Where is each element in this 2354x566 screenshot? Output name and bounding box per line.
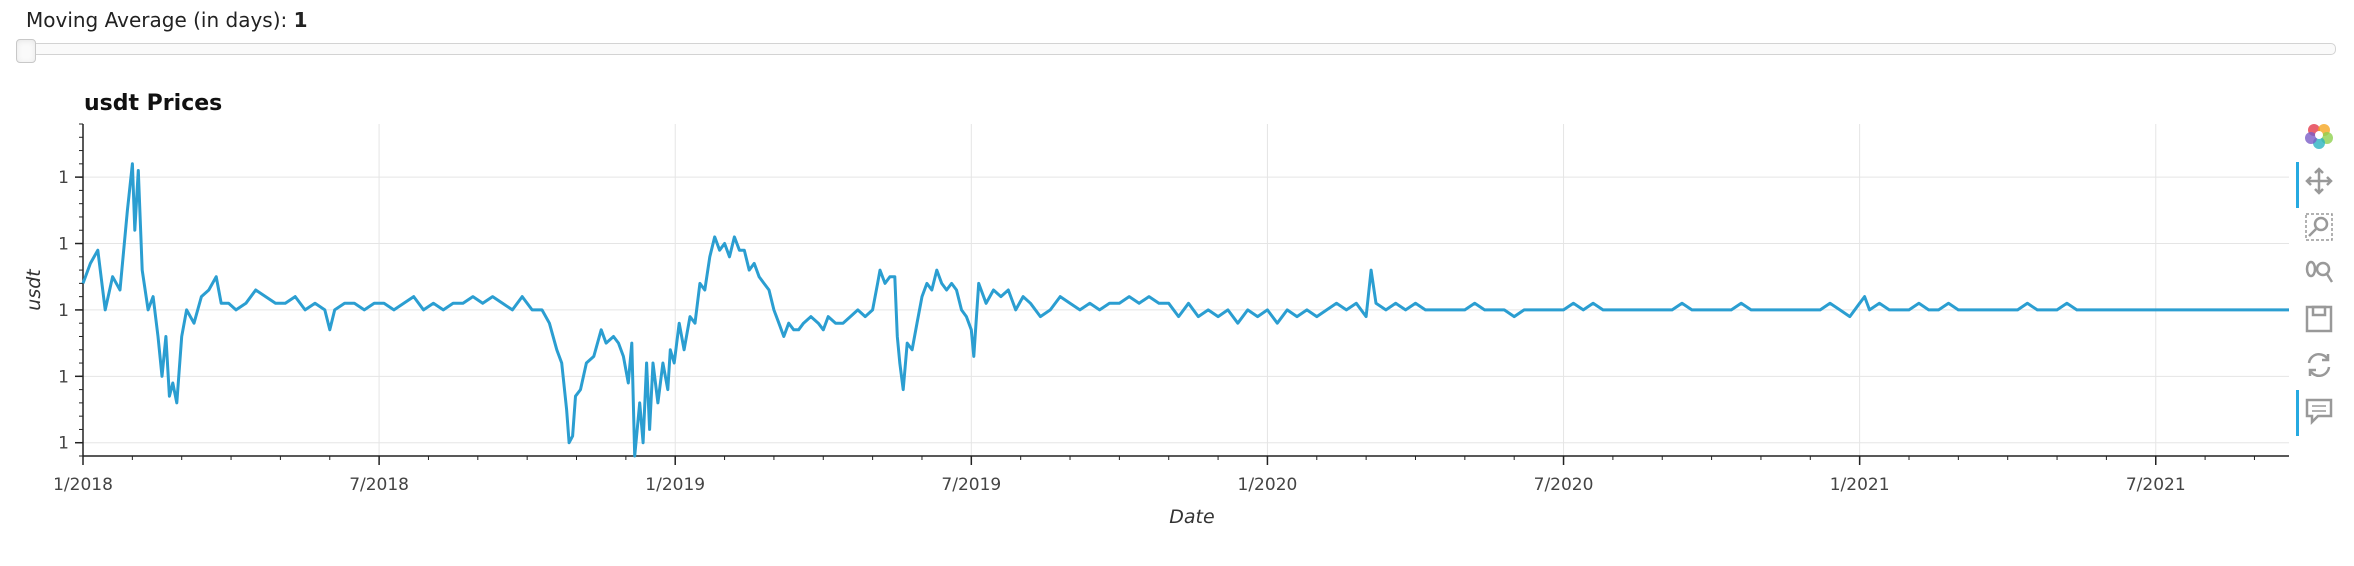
x-tick-label: 1/2019: [645, 475, 705, 495]
x-tick-label: 7/2020: [1534, 475, 1594, 495]
bokeh-logo-icon[interactable]: [2304, 120, 2334, 150]
save-icon[interactable]: [2304, 304, 2334, 334]
pan-icon[interactable]: [2304, 166, 2334, 196]
x-tick-label: 7/2019: [941, 475, 1001, 495]
y-tick-label: 1: [58, 434, 69, 454]
moving-average-slider-handle[interactable]: [16, 39, 36, 63]
y-tick-label: 1: [58, 367, 69, 387]
hover-icon[interactable]: [2304, 396, 2334, 426]
x-tick-label: 1/2020: [1238, 475, 1298, 495]
y-tick-label: 1: [58, 301, 69, 321]
x-tick-label: 7/2018: [349, 475, 409, 495]
grid-lines: [82, 124, 2289, 456]
slider-value: 1: [293, 8, 308, 32]
series-line-usdt: [81, 162, 2289, 458]
slider-label: Moving Average (in days):: [26, 8, 294, 32]
x-tick-label: 1/2021: [1830, 475, 1890, 495]
y-axis-label: usdt: [23, 268, 45, 311]
y-tick-label: 1: [58, 235, 69, 255]
x-tick-label: 1/2018: [53, 475, 113, 495]
slider-title: Moving Average (in days): 1: [26, 8, 308, 32]
wheel-zoom-icon[interactable]: [2304, 258, 2334, 288]
y-axis: 1 1 1 1 1: [58, 123, 84, 457]
hover-active-indicator: [2296, 390, 2299, 436]
pan-active-indicator: [2296, 162, 2299, 208]
x-axis-label: Date: [1169, 506, 1214, 528]
x-tick-label: 7/2021: [2126, 475, 2186, 495]
chart-title: usdt Prices: [84, 91, 222, 116]
reset-icon[interactable]: [2304, 350, 2334, 380]
y-tick-label: 1: [58, 168, 69, 188]
chart-toolbar: [2296, 118, 2336, 448]
box-zoom-icon[interactable]: [2304, 212, 2334, 242]
x-axis: 1/2018 7/2018 1/2019 7/2019 1/2020 7/2020 1/20…: [53, 455, 2289, 495]
